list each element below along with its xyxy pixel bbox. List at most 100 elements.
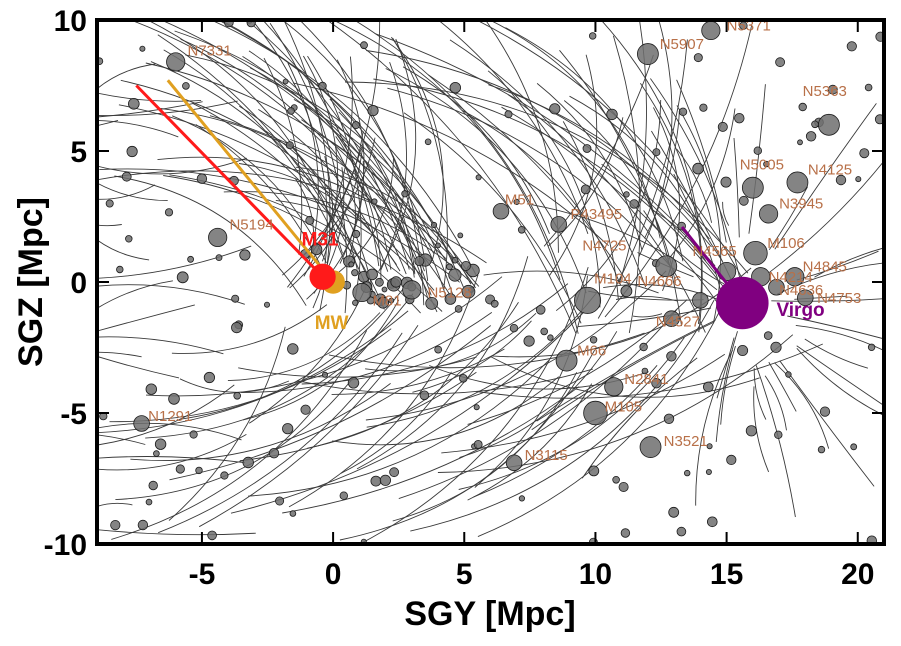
background-galaxy [348,261,355,268]
background-galaxy [189,430,198,439]
trail [488,84,710,240]
background-galaxy [699,103,708,112]
background-galaxy [676,526,687,537]
trail [331,20,561,280]
trail [643,210,725,285]
background-galaxy [457,232,464,239]
trail [158,332,403,534]
background-galaxy [448,268,462,282]
galaxy-n5005 [741,176,764,199]
trail [437,20,589,235]
background-galaxy [347,377,360,389]
background-galaxy [875,31,884,42]
background-galaxy [490,299,499,308]
trail [779,360,875,487]
background-galaxy [148,480,158,491]
background-galaxy [846,41,857,52]
background-galaxy [458,373,468,383]
background-galaxy [668,506,680,518]
galaxy-n4753 [797,289,814,306]
trail [97,304,195,332]
trail [329,98,415,278]
y-tick-label: -10 [44,529,87,562]
trail [248,50,392,270]
background-galaxy [282,423,294,435]
trail [97,101,203,118]
trail [263,57,303,255]
galaxy-label-m106: M106 [767,235,805,252]
trail [402,66,550,234]
trail [316,132,448,302]
background-galaxy [430,221,438,229]
galaxy-label-m105: M105 [605,399,643,416]
galaxy-m51 [492,202,510,220]
background-galaxy [797,139,803,146]
trail [507,94,706,333]
galaxy-n4527 [663,310,680,327]
background-galaxy [231,321,243,334]
background-galaxy [859,148,870,159]
trail [230,311,585,514]
trail [477,302,725,538]
trail [282,386,580,514]
galaxy-n5371 [701,20,721,41]
trail [475,20,746,284]
trail [97,182,168,202]
trail [303,55,339,262]
background-galaxy [811,120,819,129]
galaxy-n5363 [818,113,840,136]
background-galaxy [460,260,471,271]
trail [332,376,559,446]
trail [331,348,505,395]
trail [476,343,823,399]
trail [392,38,448,290]
background-galaxy [351,121,360,130]
background-galaxy [381,286,388,293]
galaxy-label-n4753: N4753 [817,290,861,307]
background-galaxy [523,335,535,347]
trail [97,157,247,175]
background-galaxy [351,229,361,239]
background-galaxy [775,57,785,68]
galaxy-label-n3115: N3115 [525,447,568,464]
background-galaxy [126,145,138,158]
galaxy-n1291 [133,415,150,432]
trail [97,63,156,90]
trail [410,299,715,532]
trail [180,38,407,275]
background-galaxy [366,268,378,281]
background-galaxy [203,371,215,384]
background-galaxy [289,510,297,517]
background-galaxy [424,138,432,146]
trail [174,30,435,254]
trail [312,155,334,309]
background-galaxy [850,443,858,451]
trail [248,359,550,497]
trail [398,308,678,500]
trail [97,224,122,227]
trail [288,274,479,508]
trajectory-trails [97,20,884,544]
trail [562,121,619,299]
background-galaxy [145,383,158,395]
trail [185,54,455,264]
trail [814,247,884,278]
background-galaxy [620,285,633,298]
background-galaxy [726,454,737,465]
background-galaxy [444,293,457,305]
background-galaxy [390,276,402,288]
background-galaxy [737,344,749,356]
trail [695,349,733,506]
background-galaxy [763,160,770,168]
galaxy-n4845 [785,267,805,287]
background-galaxy [855,176,862,183]
background-galaxy [360,41,368,50]
trail [427,74,633,290]
trail [650,78,746,303]
trail [777,262,884,295]
trail [676,79,727,243]
background-galaxy [770,341,782,353]
background-galaxy [196,173,208,184]
trail [748,84,766,234]
